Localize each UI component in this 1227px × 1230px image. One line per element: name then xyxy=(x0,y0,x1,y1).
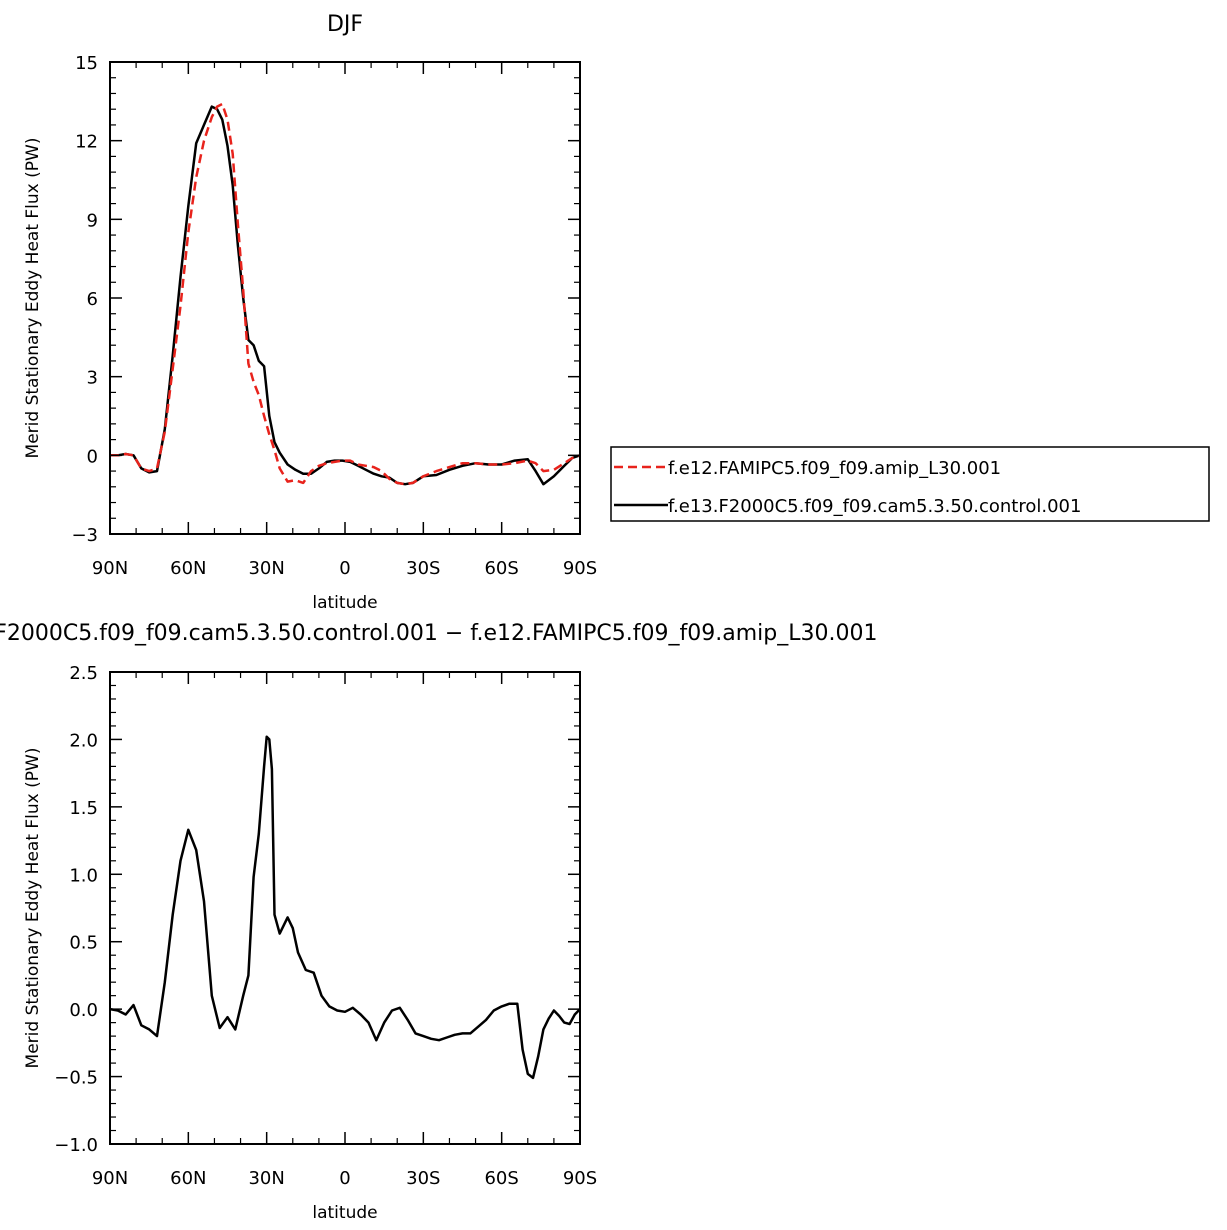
y-axis-label: Merid Stationary Eddy Heat Flux (PW) xyxy=(23,748,43,1069)
series-line xyxy=(110,102,581,486)
legend: f.e12.FAMIPC5.f09_f09.amip_L30.001 f.e13… xyxy=(610,446,1210,522)
plot-frame xyxy=(109,61,581,535)
y-tick-label: 0 xyxy=(87,446,98,467)
legend-box xyxy=(610,446,1210,522)
y-tick-label: −3 xyxy=(71,525,98,546)
y-tick-label: 3 xyxy=(87,368,98,389)
y-tick-label: 9 xyxy=(87,210,98,231)
x-tick-label: 30N xyxy=(248,558,284,579)
x-tick-label: 90S xyxy=(563,558,597,579)
x-tick-label: 60S xyxy=(484,1168,518,1189)
chart-title: DJF xyxy=(327,12,363,37)
ticks-group: 90N 60N 30N 0 30S 60S 90S −3 0 3 6 9 12 15 xyxy=(71,53,597,579)
x-tick-label: 60N xyxy=(170,558,206,579)
x-tick-label: 30N xyxy=(248,1168,284,1189)
y-tick-label: 6 xyxy=(87,289,98,310)
top-chart: DJF 90N 60N 30N 0 30S 60S 90S −3 0 3 6 9 12 15 latitu… xyxy=(23,12,1210,613)
x-axis-label: latitude xyxy=(312,1203,377,1223)
x-tick-label: 30S xyxy=(406,558,440,579)
x-tick-label: 90S xyxy=(563,1168,597,1189)
legend-label-amip: f.e12.FAMIPC5.f09_f09.amip_L30.001 xyxy=(668,458,1001,479)
plot-frame xyxy=(109,671,581,1145)
x-tick-label: 0 xyxy=(339,558,350,579)
series-line xyxy=(109,735,581,1080)
series-group xyxy=(110,102,581,486)
x-tick-label: 90N xyxy=(92,558,128,579)
series-group xyxy=(109,735,581,1080)
y-tick-label: 15 xyxy=(75,53,98,74)
difference-chart-title: f.e13.F2000C5.f09_f09.cam5.3.50.control.… xyxy=(0,621,877,646)
x-tick-label: 60S xyxy=(484,558,518,579)
bottom-chart: f.e13.F2000C5.f09_f09.cam5.3.50.control.… xyxy=(0,621,877,1223)
y-tick-label: −1.0 xyxy=(54,1135,98,1156)
x-tick-label: 60N xyxy=(170,1168,206,1189)
x-tick-label: 90N xyxy=(92,1168,128,1189)
y-axis-label: Merid Stationary Eddy Heat Flux (PW) xyxy=(23,138,43,459)
x-tick-label: 0 xyxy=(339,1168,350,1189)
y-tick-label: 1.5 xyxy=(69,798,98,819)
ticks-group: 90N 60N 30N 0 30S 60S 90S −1.0 −0.5 0.0 0.5 1.0 1.5 2… xyxy=(54,663,597,1189)
y-tick-label: 0.0 xyxy=(69,1000,98,1021)
y-tick-label: 0.5 xyxy=(69,933,98,954)
x-tick-label: 30S xyxy=(406,1168,440,1189)
y-tick-label: 2.5 xyxy=(69,663,98,684)
y-tick-label: 2.0 xyxy=(69,730,98,751)
legend-label-control: f.e13.F2000C5.f09_f09.cam5.3.50.control.… xyxy=(668,496,1081,517)
x-axis-label: latitude xyxy=(312,593,377,613)
y-tick-label: 1.0 xyxy=(69,865,98,886)
y-tick-label: −0.5 xyxy=(54,1068,98,1089)
y-tick-label: 12 xyxy=(75,132,98,153)
